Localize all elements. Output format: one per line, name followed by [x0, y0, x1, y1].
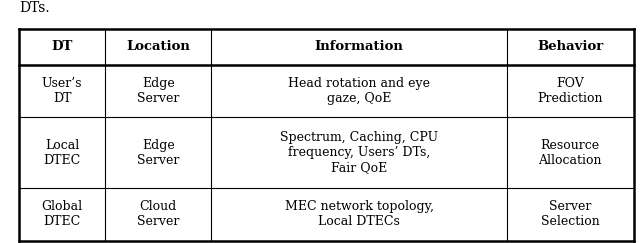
Text: FOV
Prediction: FOV Prediction [538, 77, 603, 105]
Text: User’s
DT: User’s DT [42, 77, 83, 105]
Text: DTs.: DTs. [19, 1, 50, 15]
Text: Spectrum, Caching, CPU
frequency, Users’ DTs,
Fair QoE: Spectrum, Caching, CPU frequency, Users’… [280, 131, 438, 174]
Text: Head rotation and eye
gaze, QoE: Head rotation and eye gaze, QoE [288, 77, 430, 105]
Text: Information: Information [315, 41, 403, 53]
Text: Edge
Server: Edge Server [137, 139, 179, 167]
Text: MEC network topology,
Local DTECs: MEC network topology, Local DTECs [285, 200, 433, 228]
Text: Local
DTEC: Local DTEC [44, 139, 81, 167]
Text: Edge
Server: Edge Server [137, 77, 179, 105]
Text: Global
DTEC: Global DTEC [42, 200, 83, 228]
Text: Cloud
Server: Cloud Server [137, 200, 179, 228]
Text: Behavior: Behavior [537, 41, 604, 53]
Text: DT: DT [51, 41, 73, 53]
Text: Resource
Allocation: Resource Allocation [538, 139, 602, 167]
Text: Server
Selection: Server Selection [541, 200, 600, 228]
Text: Location: Location [126, 41, 190, 53]
